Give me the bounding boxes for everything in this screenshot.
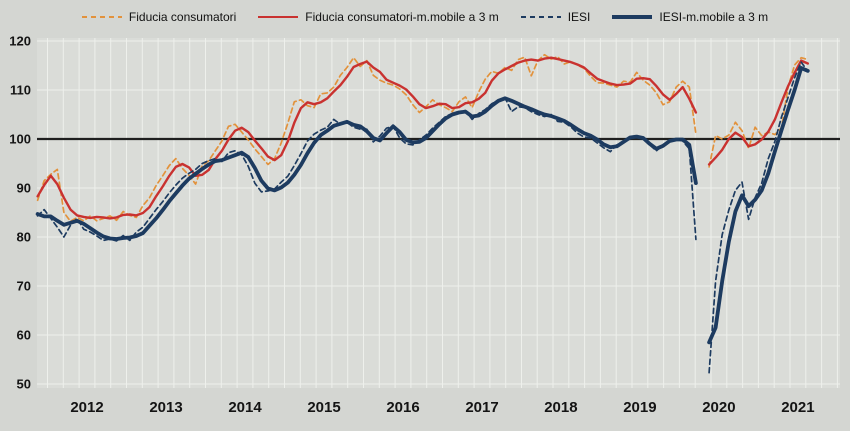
legend-swatch-fiducia-consumatori: [81, 16, 122, 18]
x-tick-label: 2016: [386, 399, 419, 416]
x-axis-labels: 2012 2013 2014 2015 2016 2017 2018 2019 2020 2021: [70, 399, 814, 416]
y-tick-label: 70: [17, 279, 31, 294]
legend-item-fiducia-mobile: Fiducia consumatori-m.mobile a 3 m: [258, 10, 499, 24]
y-tick-label: 50: [17, 377, 31, 392]
legend-item-fiducia-consumatori: Fiducia consumatori: [81, 10, 237, 24]
legend-label-fiducia-consumatori: Fiducia consumatori: [128, 10, 237, 24]
y-tick-label: 100: [9, 132, 31, 147]
x-tick-label: 2013: [149, 399, 182, 416]
y-tick-label: 90: [17, 181, 31, 196]
y-tick-label: 110: [10, 83, 31, 98]
grid-horizontal: [37, 40, 840, 385]
y-tick-label: 60: [17, 328, 31, 343]
y-tick-label: 80: [17, 230, 31, 245]
x-tick-label: 2021: [781, 399, 814, 416]
y-tick-label: 120: [9, 34, 31, 49]
legend-swatch-iesi: [520, 16, 561, 18]
chart-legend: Fiducia consumatori Fiducia consumatori-…: [0, 5, 850, 29]
x-tick-label: 2014: [228, 399, 262, 416]
plot-background: [37, 38, 840, 388]
x-tick-label: 2018: [544, 399, 577, 416]
x-tick-label: 2019: [623, 399, 656, 416]
legend-swatch-fiducia-mobile: [258, 16, 299, 18]
x-tick-label: 2012: [70, 399, 103, 416]
legend-item-iesi: IESI: [520, 10, 591, 24]
x-tick-label: 2015: [307, 399, 340, 416]
legend-swatch-iesi-mobile: [612, 15, 653, 19]
legend-item-iesi-mobile: IESI-m.mobile a 3 m: [612, 10, 768, 24]
legend-label-fiducia-mobile: Fiducia consumatori-m.mobile a 3 m: [305, 10, 499, 24]
legend-label-iesi: IESI: [567, 10, 591, 24]
x-tick-label: 2017: [465, 399, 498, 416]
series-fiducia-consumatori-m-mobile-a-3-m: [36, 56, 809, 220]
series-iesi-m-mobile-a-3-m: [35, 66, 810, 345]
y-axis-labels: 50 60 70 80 90 100 110 120: [9, 34, 31, 392]
x-tick-label: 2020: [702, 399, 735, 416]
legend-label-iesi-mobile: IESI-m.mobile a 3 m: [659, 10, 769, 24]
